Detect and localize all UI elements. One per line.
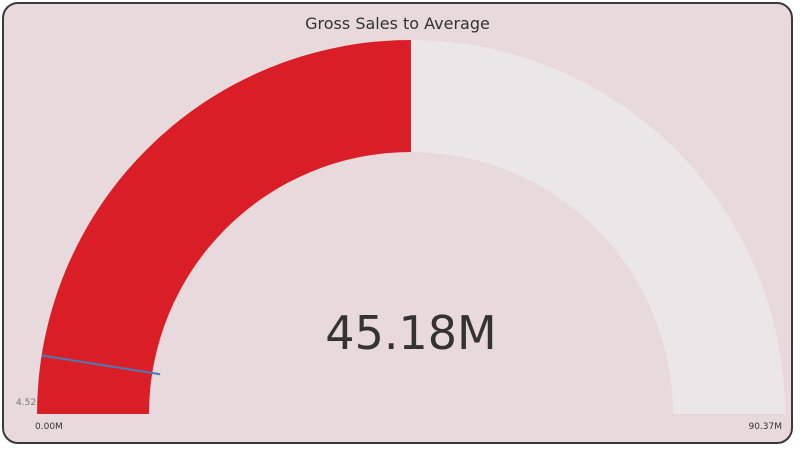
gauge-card: Gross Sales to Average 4.52 45.18M 0.00M… (2, 2, 793, 444)
target-marker (41, 354, 161, 376)
gauge-chart: 4.52 45.18M 0.00M 90.37M (16, 40, 785, 432)
max-label: 90.37M (748, 422, 782, 432)
target-label: 4.52 (16, 398, 36, 408)
chart-title: Gross Sales to Average (305, 14, 490, 33)
gauge-fill (37, 40, 411, 415)
min-label: 0.00M (35, 422, 63, 432)
gauge-value: 45.18M (325, 306, 496, 360)
